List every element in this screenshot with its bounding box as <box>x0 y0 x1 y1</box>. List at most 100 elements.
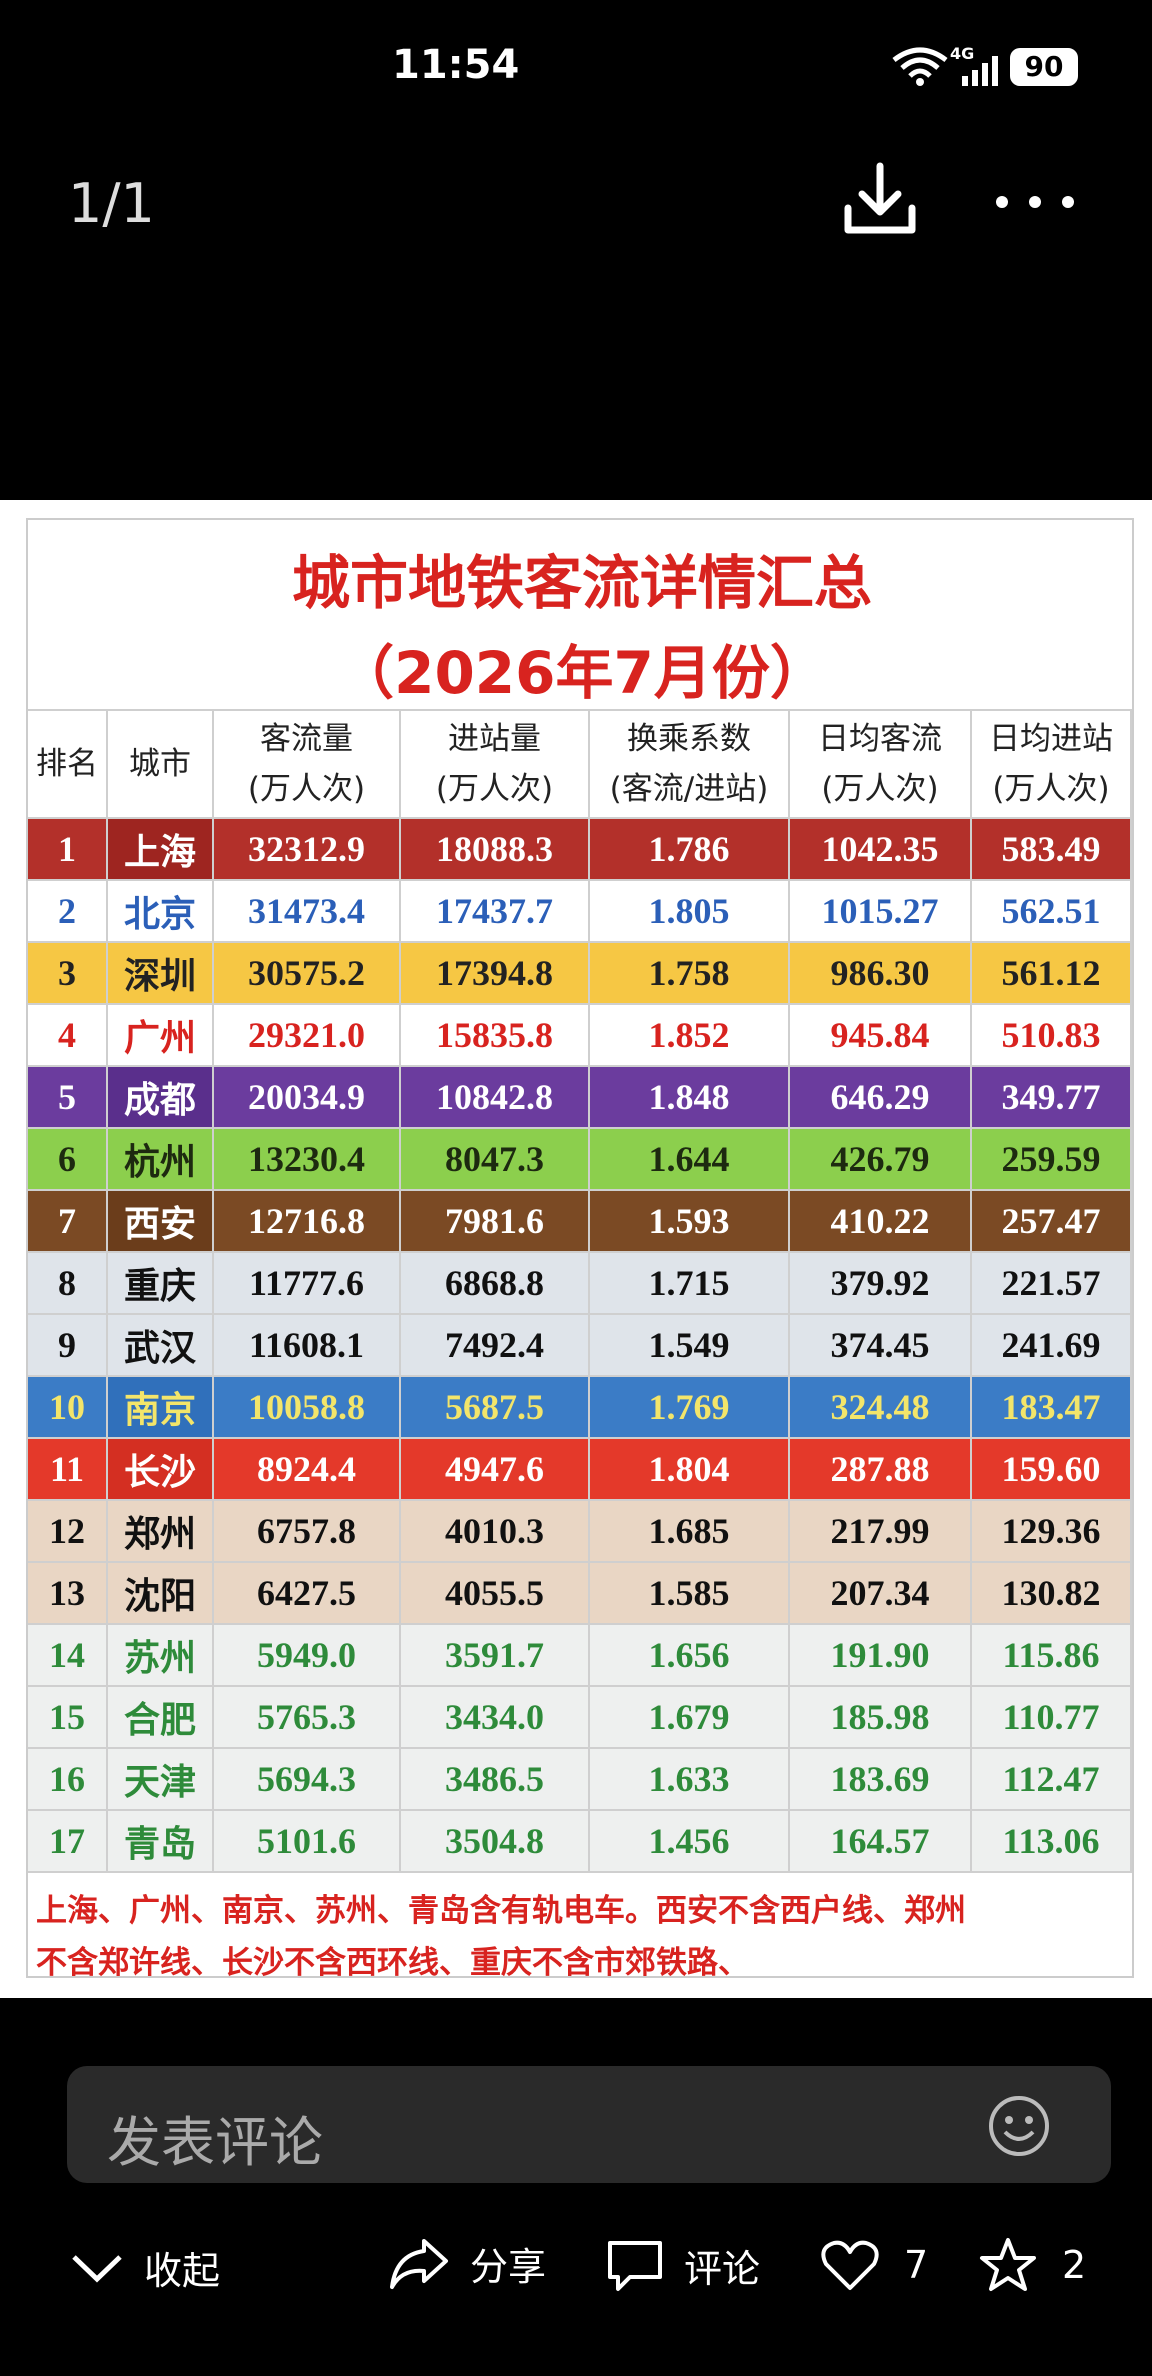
value-cell: 207.34 <box>790 1563 972 1625</box>
rank-cell: 3 <box>28 943 108 1005</box>
value-cell: 217.99 <box>790 1501 972 1563</box>
emoji-icon[interactable] <box>987 2094 1051 2158</box>
star-icon <box>980 2238 1036 2291</box>
value-cell: 259.59 <box>972 1129 1132 1191</box>
city-cell: 重庆 <box>108 1253 214 1315</box>
rank-cell: 1 <box>28 819 108 881</box>
value-cell: 113.06 <box>972 1811 1132 1873</box>
city-cell: 郑州 <box>108 1501 214 1563</box>
value-cell: 257.47 <box>972 1191 1132 1253</box>
collapse-button[interactable]: 收起 <box>70 2240 220 2295</box>
footnote: 上海、广州、南京、苏州、青岛含有轨电车。西安不含西户线、郑州 <box>36 1893 966 1929</box>
comment-button[interactable]: 评论 <box>606 2238 760 2293</box>
value-cell: 4055.5 <box>401 1563 590 1625</box>
favorite-count: 2 <box>1062 2243 1087 2287</box>
value-cell: 3504.8 <box>401 1811 590 1873</box>
header-cell: 进站量 (万人次) <box>401 709 590 819</box>
footnote: 不含郑许线、长沙不含西环线、重庆不含市郊铁路、 <box>36 1945 749 1981</box>
value-cell: 11608.1 <box>214 1315 401 1377</box>
header-text: 进站量 <box>448 721 541 757</box>
rank-cell: 8 <box>28 1253 108 1315</box>
value-cell: 10058.8 <box>214 1377 401 1439</box>
city-cell: 杭州 <box>108 1129 214 1191</box>
value-cell: 287.88 <box>790 1439 972 1501</box>
comment-box[interactable]: 发表评论 <box>67 2066 1111 2183</box>
value-cell: 221.57 <box>972 1253 1132 1315</box>
value-cell: 349.77 <box>972 1067 1132 1129</box>
city-cell: 合肥 <box>108 1687 214 1749</box>
battery: 90 <box>1010 48 1078 86</box>
value-cell: 7981.6 <box>401 1191 590 1253</box>
header-cell: 城市 <box>108 709 214 819</box>
value-cell: 112.47 <box>972 1749 1132 1811</box>
city-cell: 深圳 <box>108 943 214 1005</box>
value-cell: 1.804 <box>590 1439 790 1501</box>
rank-cell: 16 <box>28 1749 108 1811</box>
download-button[interactable] <box>840 160 920 240</box>
value-cell: 1.758 <box>590 943 790 1005</box>
wifi-icon <box>892 47 948 86</box>
value-cell: 374.45 <box>790 1315 972 1377</box>
header-text: (万人次) <box>435 771 554 807</box>
value-cell: 17394.8 <box>401 943 590 1005</box>
value-cell: 4010.3 <box>401 1501 590 1563</box>
table-title: 城市地铁客流详情汇总 <box>291 549 872 617</box>
value-cell: 3486.5 <box>401 1749 590 1811</box>
value-cell: 1.786 <box>590 819 790 881</box>
value-cell: 583.49 <box>972 819 1132 881</box>
favorite-button[interactable]: 2 <box>978 2236 1086 2294</box>
header-text: (万人次) <box>992 771 1110 807</box>
value-cell: 5687.5 <box>401 1377 590 1439</box>
rank-cell: 7 <box>28 1191 108 1253</box>
value-cell: 986.30 <box>790 943 972 1005</box>
value-cell: 1.456 <box>590 1811 790 1873</box>
value-cell: 20034.9 <box>214 1067 401 1129</box>
network-type: 4G <box>950 44 975 63</box>
value-cell: 1.805 <box>590 881 790 943</box>
rank-cell: 9 <box>28 1315 108 1377</box>
comment-placeholder: 发表评论 <box>107 2111 323 2174</box>
value-cell: 562.51 <box>972 881 1132 943</box>
header-text: (客流/进站) <box>609 771 769 807</box>
city-cell: 苏州 <box>108 1625 214 1687</box>
heart-icon <box>821 2240 879 2290</box>
header-text: (万人次) <box>247 771 366 807</box>
header-cell: 日均进站 (万人次) <box>972 709 1132 819</box>
value-cell: 10842.8 <box>401 1067 590 1129</box>
value-cell: 1.685 <box>590 1501 790 1563</box>
header-cell: 日均客流 (万人次) <box>790 709 972 819</box>
status-time: 11:54 <box>392 42 520 88</box>
value-cell: 30575.2 <box>214 943 401 1005</box>
header-text: 换乘系数 <box>627 721 751 757</box>
header-cell: 换乘系数 (客流/进站) <box>590 709 790 819</box>
rank-cell: 11 <box>28 1439 108 1501</box>
header-text: 日均进站 <box>989 721 1113 757</box>
like-button[interactable]: 7 <box>820 2238 928 2292</box>
value-cell: 130.82 <box>972 1563 1132 1625</box>
chevron-icon <box>72 2254 122 2282</box>
more-button[interactable] <box>990 190 1080 214</box>
rank-cell: 15 <box>28 1687 108 1749</box>
value-cell: 191.90 <box>790 1625 972 1687</box>
value-cell: 29321.0 <box>214 1005 401 1067</box>
value-cell: 3434.0 <box>401 1687 590 1749</box>
rank-cell: 5 <box>28 1067 108 1129</box>
rank-cell: 2 <box>28 881 108 943</box>
rank-cell: 4 <box>28 1005 108 1067</box>
value-cell: 8924.4 <box>214 1439 401 1501</box>
value-cell: 1.769 <box>590 1377 790 1439</box>
header-text: 日均客流 <box>818 721 942 757</box>
value-cell: 5101.6 <box>214 1811 401 1873</box>
value-cell: 15835.8 <box>401 1005 590 1067</box>
value-cell: 1.679 <box>590 1687 790 1749</box>
share-button[interactable]: 分享 <box>388 2236 546 2291</box>
value-cell: 5694.3 <box>214 1749 401 1811</box>
value-cell: 1.633 <box>590 1749 790 1811</box>
value-cell: 13230.4 <box>214 1129 401 1191</box>
city-cell: 广州 <box>108 1005 214 1067</box>
header-text: (万人次) <box>821 771 939 807</box>
value-cell: 1.644 <box>590 1129 790 1191</box>
header-cell: 客流量 (万人次) <box>214 709 401 819</box>
value-cell: 646.29 <box>790 1067 972 1129</box>
